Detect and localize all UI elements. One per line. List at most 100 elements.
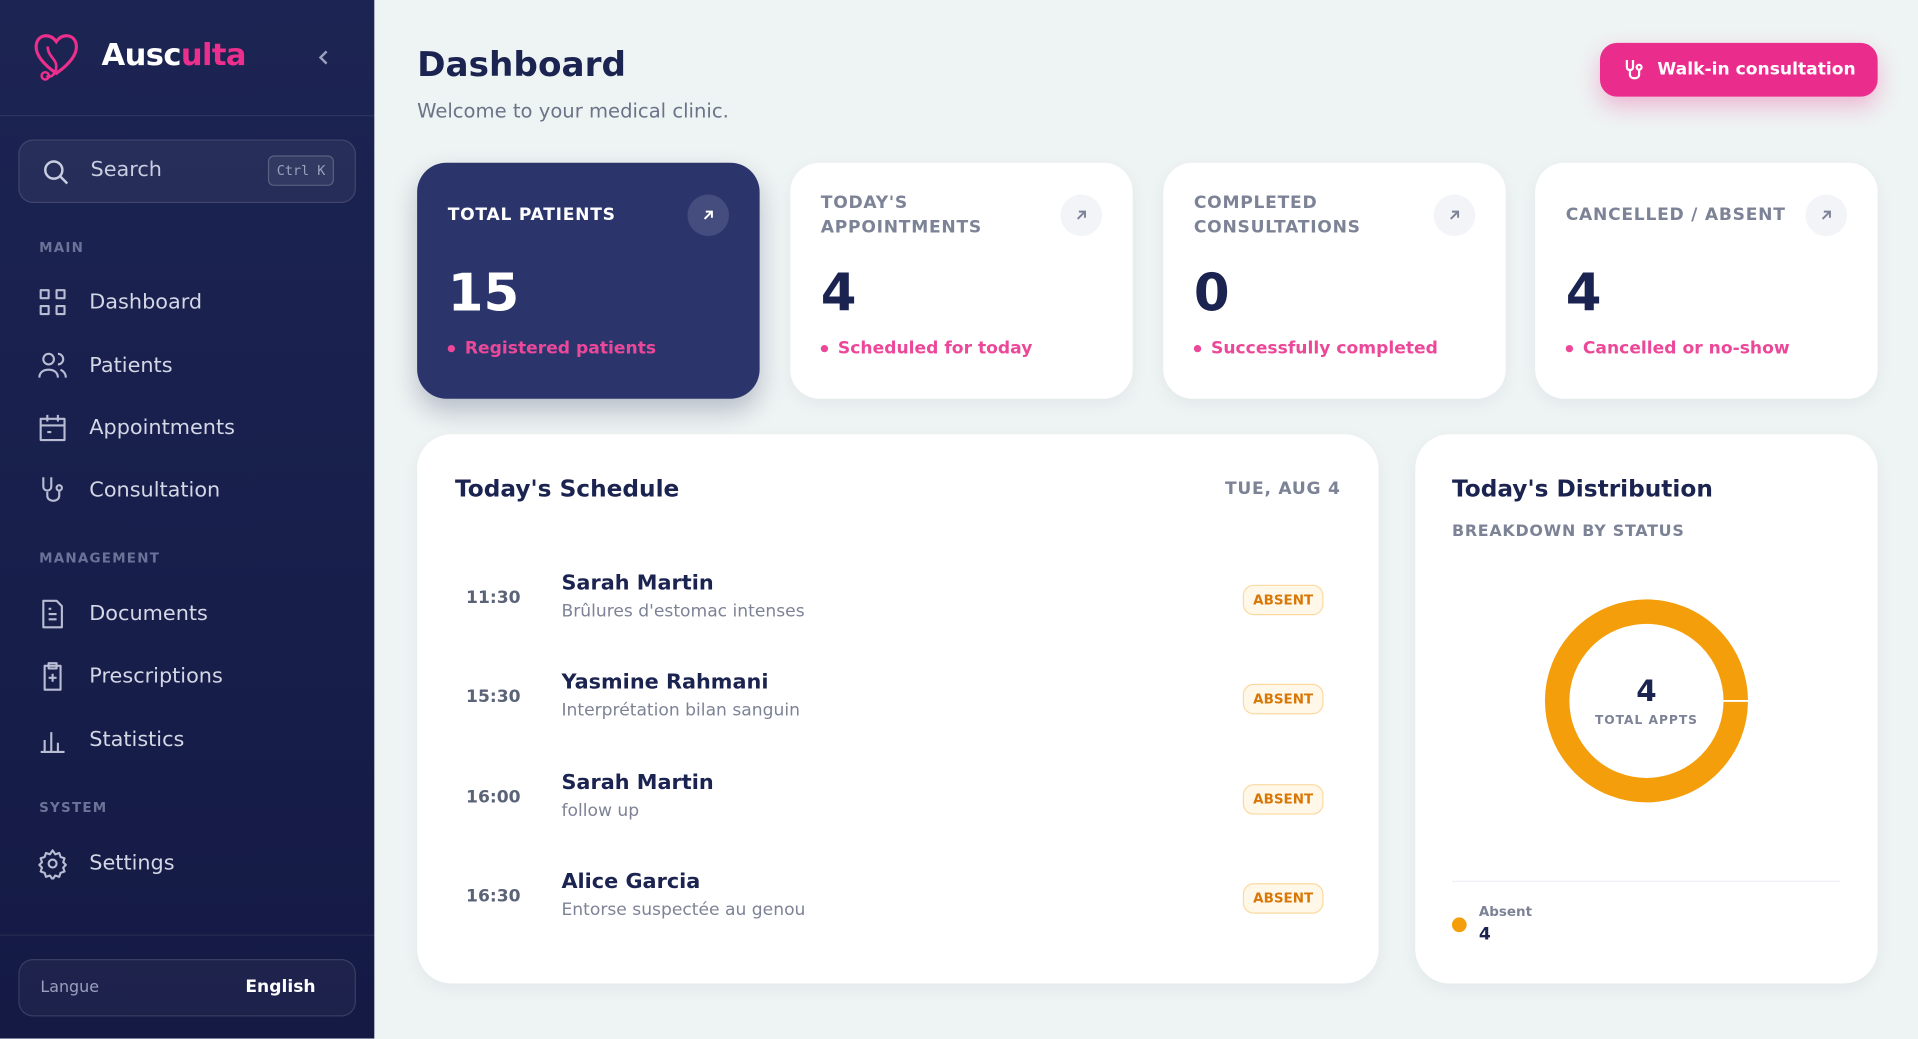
legend-name: Absent: [1478, 903, 1533, 920]
legend-value: 4: [1478, 924, 1491, 945]
nav-item[interactable]: Consultation: [37, 468, 355, 512]
appointment-reason: Brûlures d'estomac intenses: [561, 601, 805, 622]
stat-note: Registered patients: [448, 339, 656, 359]
patient-name: Alice Garcia: [561, 869, 701, 895]
nav-label: Prescriptions: [89, 664, 223, 689]
nav-icon: [43, 662, 62, 691]
stat-link[interactable]: [1433, 194, 1476, 237]
section-title: MANAGEMENT: [39, 550, 161, 567]
appointment-time: 16:30: [466, 886, 521, 907]
icon-path: [39, 414, 66, 442]
nav-item[interactable]: Documents: [37, 592, 355, 636]
stat-value: 15: [447, 262, 520, 323]
stat-link[interactable]: [1060, 194, 1103, 237]
stat-label: CANCELLED / ABSENT: [1565, 205, 1786, 226]
button-icon: [1625, 59, 1643, 80]
schedule-row[interactable]: 16:00 Sarah Martin follow up ABSENT: [466, 763, 1330, 836]
arrow-icon: [703, 210, 713, 220]
icon-path: [38, 849, 67, 880]
arrow-icon: [1450, 210, 1460, 220]
button-label: Walk-in consultation: [1657, 59, 1856, 80]
page-title: Dashboard: [417, 44, 627, 85]
donut-chart: [1544, 599, 1750, 803]
stat-value: 0: [1193, 262, 1230, 323]
language-selector[interactable]: Langue English: [18, 959, 356, 1017]
stat-note: Scheduled for today: [821, 339, 1032, 359]
language-value: English: [245, 977, 316, 997]
icon-path: [42, 477, 63, 502]
divider: [0, 114, 375, 117]
nav-icon: [39, 289, 66, 316]
nav-icon: [42, 477, 63, 502]
page-subtitle: Welcome to your medical clinic.: [417, 99, 729, 123]
divider: [1451, 880, 1840, 882]
collapse-button[interactable]: [316, 49, 333, 66]
search-shortcut: Ctrl K: [268, 155, 334, 186]
schedule-row[interactable]: 11:30 Sarah Martin Brûlures d'estomac inte…: [466, 564, 1330, 637]
patient-name: Sarah Martin: [561, 571, 714, 596]
donut-total-label: TOTAL APPTS: [1594, 714, 1698, 728]
nav-icon: [40, 732, 65, 754]
nav-icon: [38, 849, 67, 880]
nav-label: Consultation: [89, 478, 221, 503]
nav-item[interactable]: Dashboard: [37, 280, 355, 324]
icon-path: [38, 352, 67, 378]
walk-in-button[interactable]: Walk-in consultation: [1599, 42, 1878, 97]
stat-card[interactable]: CANCELLED / ABSENT 4 Cancelled or no-show: [1535, 162, 1878, 399]
donut-total: 4: [1636, 673, 1657, 709]
stat-note: Successfully completed: [1194, 339, 1438, 359]
nav-icon: [39, 414, 66, 442]
stat-label: TOTAL PATIENTS: [447, 205, 616, 226]
status-badge: ABSENT: [1242, 783, 1324, 815]
patient-name: Sarah Martin: [561, 770, 714, 795]
icon-path: [703, 210, 713, 220]
icon-path: [1076, 210, 1086, 220]
stat-card[interactable]: TOTAL PATIENTS 15 Registered patients: [417, 162, 760, 399]
stat-card[interactable]: TODAY'S APPOINTMENTS 4 Scheduled for today: [790, 162, 1133, 399]
stat-card[interactable]: COMPLETED CONSULTATIONS 0 Successfully com…: [1163, 162, 1506, 399]
nav-item[interactable]: Patients: [37, 344, 355, 388]
nav-label: Patients: [89, 353, 173, 378]
nav-item[interactable]: Statistics: [37, 718, 355, 762]
stat-link[interactable]: [1805, 194, 1848, 237]
distribution-title: Today's Distribution: [1451, 475, 1713, 503]
schedule-card: Today's Schedule TUE, AUG 4 11:30 Sarah M…: [417, 434, 1379, 984]
nav-label: Settings: [89, 851, 175, 876]
section-title: MAIN: [39, 239, 85, 256]
arrow-icon: [1076, 210, 1086, 220]
status-badge: ABSENT: [1242, 883, 1324, 914]
section-title: SYSTEM: [39, 799, 108, 816]
icon-path: [1821, 210, 1831, 220]
schedule-date: TUE, AUG 4: [1224, 479, 1341, 500]
stat-value: 4: [1565, 262, 1602, 323]
appointment-reason: Entorse suspectée au genou: [561, 900, 806, 920]
stat-label: COMPLETED CONSULTATIONS: [1193, 193, 1361, 238]
nav-icon: [38, 352, 67, 378]
nav-item[interactable]: Settings: [37, 842, 355, 886]
status-badge: ABSENT: [1242, 684, 1324, 715]
schedule-row[interactable]: 16:30 Alice Garcia Entorse suspectée au ge…: [466, 862, 1330, 935]
arrow-icon: [1821, 210, 1831, 220]
status-badge: ABSENT: [1242, 584, 1324, 616]
schedule-row[interactable]: 15:30 Yasmine Rahmani Interprétation bilan…: [466, 663, 1330, 736]
appointment-reason: follow up: [561, 800, 640, 821]
appointment-time: 16:00: [466, 787, 521, 807]
icon-path: [42, 599, 63, 629]
nav-item[interactable]: Appointments: [37, 406, 355, 450]
stat-link[interactable]: [687, 194, 730, 237]
distribution-card: Today's Distribution BREAKDOWN BY STATUS…: [1415, 434, 1878, 984]
icon-path: [1450, 210, 1460, 220]
brand-suffix: ulta: [180, 36, 247, 73]
appointment-time: 15:30: [466, 687, 521, 708]
distribution-subtitle: BREAKDOWN BY STATUS: [1451, 522, 1685, 541]
patient-name: Yasmine Rahmani: [561, 670, 769, 696]
nav-label: Statistics: [89, 727, 185, 753]
search-box[interactable]: Search Ctrl K: [18, 139, 356, 204]
nav-item[interactable]: Prescriptions: [37, 654, 355, 698]
sidebar: Ausculta Search Ctrl K MAIN Dashboard Pati…: [0, 0, 375, 1039]
brand-prefix: Ausc: [101, 36, 182, 73]
nav-icon: [42, 599, 63, 629]
schedule-title: Today's Schedule: [455, 475, 680, 503]
stat-note: Cancelled or no-show: [1566, 339, 1790, 359]
